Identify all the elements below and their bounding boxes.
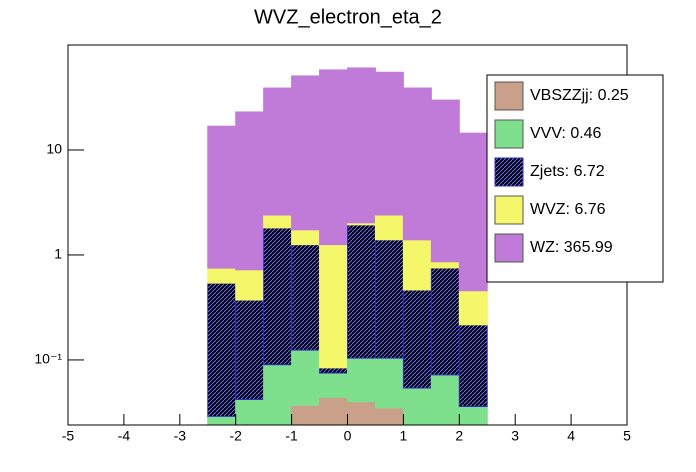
x-tick-label: -1 bbox=[285, 428, 298, 444]
bar-segment bbox=[374, 239, 404, 359]
x-tick-label: 4 bbox=[567, 428, 575, 444]
bar-segment bbox=[319, 396, 348, 426]
bar-segment bbox=[263, 227, 293, 366]
bar-segment bbox=[319, 367, 348, 374]
x-tick-label: -4 bbox=[118, 428, 131, 444]
bar-segment bbox=[319, 372, 348, 398]
bar-segment bbox=[458, 290, 488, 326]
chart-title: WVZ_electron_eta_2 bbox=[254, 6, 442, 28]
bar-segment bbox=[430, 374, 460, 426]
bar-segment bbox=[291, 404, 321, 426]
bar-segment bbox=[374, 214, 404, 241]
y-tick-label: 1 bbox=[54, 246, 62, 262]
bar-segment bbox=[235, 269, 265, 301]
bar-segment bbox=[347, 67, 376, 224]
legend-label: VBSZZjj: 0.25 bbox=[530, 87, 629, 104]
x-tick-label: -3 bbox=[174, 428, 187, 444]
bar-segment bbox=[263, 364, 293, 426]
bar-segment bbox=[291, 75, 321, 231]
x-tick-label: -5 bbox=[62, 428, 75, 444]
bar-segment bbox=[207, 415, 237, 426]
bar-segment bbox=[235, 398, 265, 426]
bar-segment bbox=[347, 224, 376, 359]
bar-segment bbox=[235, 299, 265, 400]
bar-segment bbox=[263, 214, 293, 229]
bar-segment bbox=[430, 99, 460, 263]
legend-swatch bbox=[494, 157, 524, 187]
y-tick-label: 10 bbox=[46, 141, 62, 157]
bar-segment bbox=[374, 71, 404, 216]
bar-segment bbox=[430, 267, 460, 376]
bar-segment bbox=[402, 87, 432, 241]
x-tick-label: 5 bbox=[623, 428, 631, 444]
legend-label: WZ: 365.99 bbox=[530, 239, 613, 256]
bar-segment bbox=[430, 261, 460, 269]
bar-segment bbox=[291, 349, 321, 406]
bar-segment bbox=[374, 357, 404, 409]
bar-segment bbox=[402, 387, 432, 426]
bar-segment bbox=[291, 244, 321, 351]
legend-swatch bbox=[494, 233, 524, 263]
bar-segment bbox=[207, 267, 237, 284]
bar-segment bbox=[347, 401, 376, 426]
legend-label: Zjets: 6.72 bbox=[530, 163, 605, 180]
legend-swatch bbox=[494, 195, 524, 225]
bar-segment bbox=[458, 406, 488, 426]
bar-segment bbox=[207, 282, 237, 417]
bar-segment bbox=[347, 357, 376, 403]
x-tick-label: 3 bbox=[511, 428, 519, 444]
bar-segment bbox=[319, 244, 348, 369]
bar-segment bbox=[374, 407, 404, 426]
bar-segment bbox=[291, 229, 321, 246]
x-tick-label: 0 bbox=[344, 428, 352, 444]
x-tick-label: 2 bbox=[455, 428, 463, 444]
legend-label: VVV: 0.46 bbox=[530, 125, 602, 142]
legend-swatch bbox=[494, 119, 524, 149]
bar-segment bbox=[263, 87, 293, 216]
x-tick-label: 1 bbox=[400, 428, 408, 444]
y-tick-label: 10⁻¹ bbox=[34, 351, 62, 367]
bar-segment bbox=[402, 239, 432, 291]
bar-segment bbox=[458, 132, 488, 292]
bar-segment bbox=[458, 324, 488, 408]
bar-segment bbox=[235, 111, 265, 271]
x-tick-label: -2 bbox=[229, 428, 242, 444]
bar-segment bbox=[207, 125, 237, 269]
legend-swatch bbox=[494, 81, 524, 111]
bar-segment bbox=[319, 69, 348, 246]
bar-segment bbox=[402, 289, 432, 389]
legend-label: WVZ: 6.76 bbox=[530, 201, 606, 218]
